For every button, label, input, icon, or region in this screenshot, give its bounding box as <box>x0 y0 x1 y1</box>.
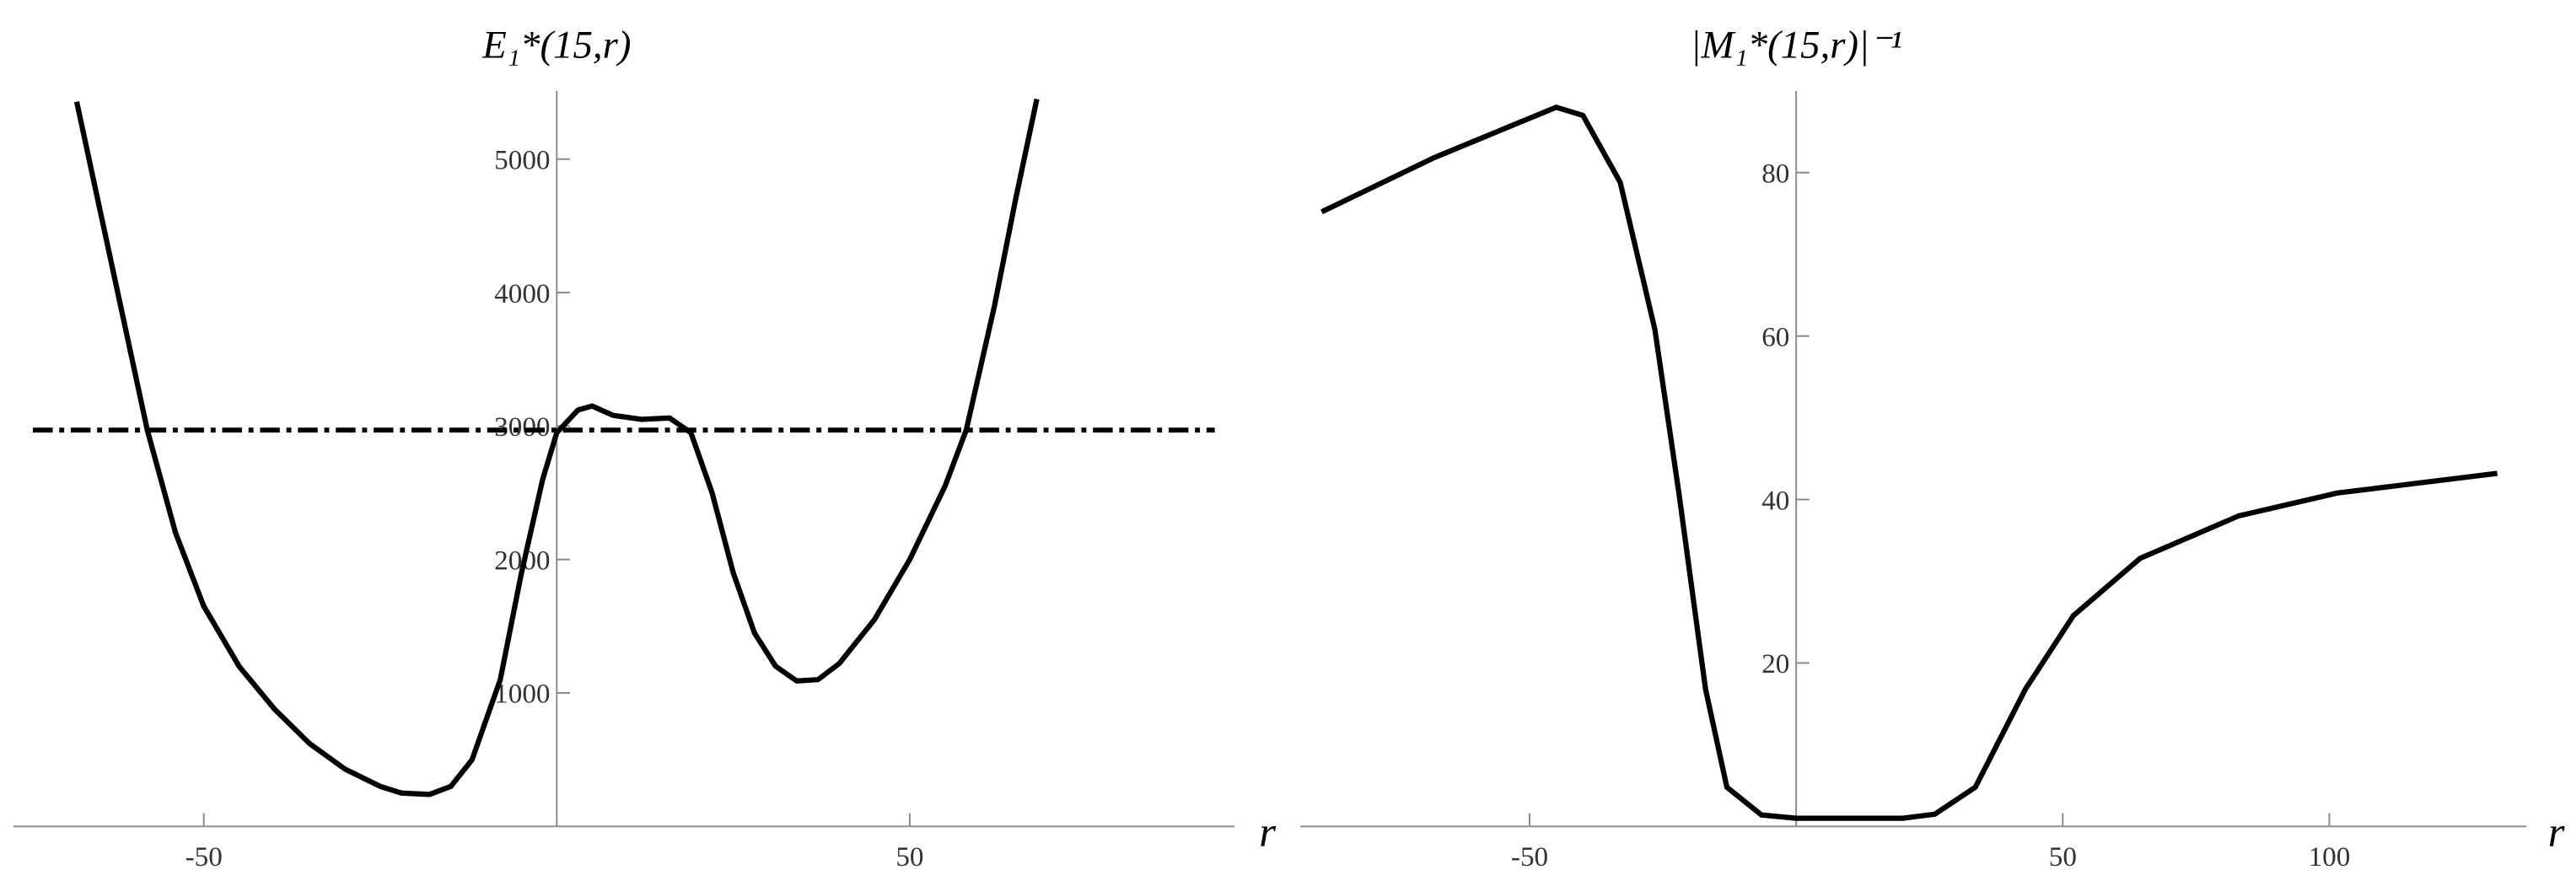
y-tick-label: 60 <box>1761 321 1789 352</box>
curve <box>73 98 1040 797</box>
y-tick-label: 5000 <box>494 144 550 175</box>
x-tick-label: 50 <box>2049 841 2077 873</box>
title: E₁*(15,r) <box>481 24 631 67</box>
x-axis-label: r <box>1259 808 1276 856</box>
x-axis-label: r <box>2548 808 2565 856</box>
y-tick-label: 80 <box>1761 158 1789 189</box>
x-tick-label: -50 <box>186 841 223 873</box>
x-tick-label: -50 <box>1511 841 1548 873</box>
y-tick-label: 40 <box>1761 485 1789 516</box>
y-tick-label: 3000 <box>494 411 550 443</box>
x-tick-label: 50 <box>895 841 923 873</box>
y-tick-label: 1000 <box>494 679 550 710</box>
curve <box>1320 105 2498 821</box>
x-tick-label: 100 <box>2309 841 2351 873</box>
y-tick-label: 20 <box>1761 648 1789 679</box>
y-tick-label: 4000 <box>494 278 550 309</box>
title: |M₁*(15,r)|⁻¹ <box>1691 24 1902 67</box>
